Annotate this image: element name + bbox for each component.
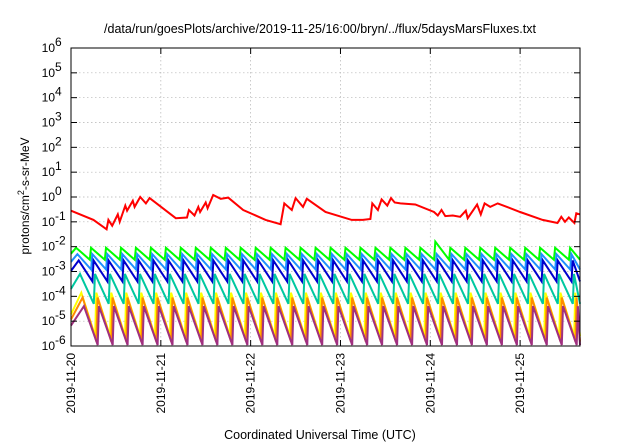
y-tick-label: 10 bbox=[42, 240, 56, 254]
chart-title: /data/run/goesPlots/archive/2019-11-25/1… bbox=[104, 22, 536, 36]
y-tick-label: 10 bbox=[42, 339, 56, 353]
y-tick-exponent: -4 bbox=[55, 283, 66, 297]
series-line bbox=[70, 257, 581, 285]
y-tick-exponent: -3 bbox=[55, 259, 66, 273]
x-tick-label: 2019-11-20 bbox=[64, 353, 78, 414]
y-tick-label: 10 bbox=[42, 190, 56, 204]
x-axis-label: Coordinated Universal Time (UTC) bbox=[224, 428, 416, 442]
y-tick-label: 10 bbox=[42, 165, 56, 179]
y-tick-exponent: 0 bbox=[55, 184, 62, 198]
series-layer bbox=[70, 193, 581, 346]
y-tick-exponent: -1 bbox=[55, 209, 66, 223]
y-tick-label: 10 bbox=[42, 289, 56, 303]
x-tick-label: 2019-11-24 bbox=[423, 353, 437, 414]
series-line bbox=[70, 303, 581, 346]
y-tick-label: 10 bbox=[42, 91, 56, 105]
x-tick-labels: 2019-11-20 2019-11-21 2019-11-22 2019-11-23… bbox=[64, 353, 527, 414]
y-tick-exponent: -5 bbox=[55, 308, 66, 322]
y-tick-label: 10 bbox=[42, 66, 56, 80]
y-tick-exponent: 5 bbox=[55, 60, 62, 74]
y-tick-exponent: 4 bbox=[55, 85, 62, 99]
y-tick-label: 10 bbox=[42, 116, 56, 130]
axis-ticks bbox=[70, 47, 580, 347]
y-tick-exponent: -2 bbox=[55, 234, 66, 248]
y-axis-label: protons/cm2-s-sr-MeV bbox=[16, 137, 32, 254]
y-tick-exponent: 3 bbox=[55, 110, 62, 124]
y-tick-exponent: -6 bbox=[55, 333, 66, 347]
series-line bbox=[70, 193, 581, 232]
y-tick-label: 10 bbox=[42, 265, 56, 279]
x-tick-label: 2019-11-22 bbox=[244, 353, 258, 414]
series-line bbox=[70, 271, 581, 305]
x-tick-label: 2019-11-23 bbox=[333, 353, 347, 414]
y-tick-label: 10 bbox=[42, 41, 56, 55]
y-tick-exponent: 6 bbox=[55, 35, 62, 49]
x-tick-label: 2019-11-21 bbox=[154, 353, 168, 414]
y-tick-label: 10 bbox=[42, 314, 56, 328]
series-line bbox=[70, 250, 581, 272]
y-tick-labels: 10 -610 -510 -410 -310 -210 -110 010 110 210 310 41… bbox=[42, 35, 66, 353]
x-tick-label: 2019-11-25 bbox=[513, 353, 527, 414]
y-tick-label: 10 bbox=[42, 215, 56, 229]
y-tick-label: 10 bbox=[42, 140, 56, 154]
y-tick-exponent: 2 bbox=[55, 134, 62, 148]
series-line bbox=[70, 238, 581, 263]
y-tick-exponent: 1 bbox=[55, 159, 62, 173]
